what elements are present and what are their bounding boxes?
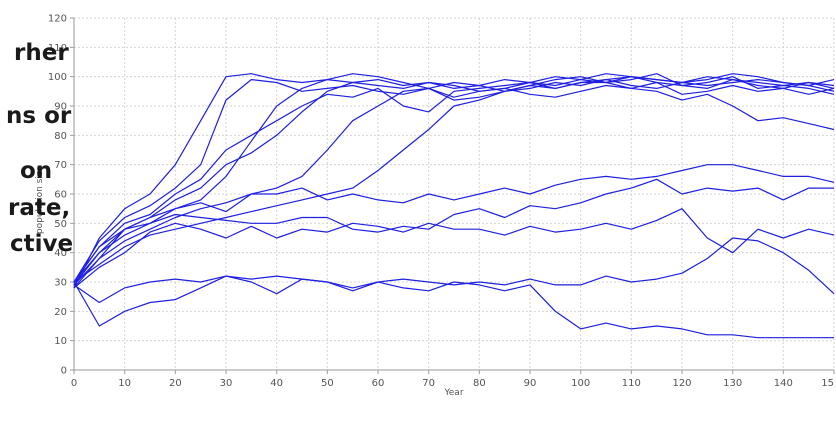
x-tick-label: 130: [723, 378, 742, 389]
x-tick-label: 15: [821, 378, 834, 389]
series-line-2: [73, 237, 835, 304]
series-line-4: [73, 178, 834, 283]
series-lines: [73, 73, 835, 339]
overlay-text-line-4: rate,: [8, 195, 71, 221]
y-axis-title: population size: [35, 165, 45, 234]
x-tick-label: 70: [422, 378, 435, 389]
y-tick-label: 10: [54, 336, 67, 347]
y-tick-label: 20: [54, 307, 67, 318]
series-line-1: [73, 275, 834, 339]
overlay-text-line-1: rher: [14, 40, 69, 66]
x-tick-label: 90: [524, 378, 537, 389]
y-tick-label: 90: [54, 102, 67, 113]
series-line-5: [73, 164, 835, 286]
x-tick-label: 0: [71, 378, 77, 389]
series-line-6: [73, 81, 835, 283]
series-line-9: [73, 73, 835, 286]
x-axis-title: Year: [443, 388, 463, 398]
x-tick-label: 50: [321, 378, 334, 389]
series-line-8: [73, 78, 835, 283]
y-tick-label: 70: [54, 160, 67, 171]
y-tick-labels: 0 10 20 30 40 50 60 70 80 90 100 110 120: [48, 14, 67, 377]
x-tick-label: 100: [571, 378, 590, 389]
overlay-text-line-5: ctive: [10, 231, 74, 257]
series-line-3: [73, 208, 835, 289]
y-tick-label: 110: [48, 43, 67, 54]
overlay-text-line-3: on: [20, 158, 53, 184]
overlay-text-line-2: ns or: [6, 103, 72, 129]
y-tick-label: 30: [54, 278, 67, 289]
series-line-7: [73, 73, 835, 289]
series-line-12: [73, 76, 835, 283]
y-tick-label: 120: [48, 14, 67, 25]
x-tick-label: 60: [372, 378, 385, 389]
x-tick-labels: 0 10 20 30 40 50 60 70 80 90 100 110 120 130 140 15: [71, 378, 834, 389]
series-line-10: [73, 73, 835, 283]
x-tick-label: 40: [270, 378, 283, 389]
x-tick-label: 110: [622, 378, 641, 389]
x-tick-label: 120: [672, 378, 691, 389]
x-tick-label: 10: [118, 378, 131, 389]
y-tick-label: 40: [54, 248, 67, 259]
y-tick-label: 80: [54, 131, 67, 142]
x-tick-label: 80: [473, 378, 486, 389]
x-tick-label: 20: [169, 378, 182, 389]
x-tick-label: 30: [220, 378, 233, 389]
y-tick-label: 0: [61, 366, 67, 377]
x-tick-label: 140: [774, 378, 793, 389]
axes: [70, 17, 835, 374]
y-tick-label: 50: [54, 219, 67, 230]
series-line-11: [73, 76, 835, 289]
y-tick-label: 60: [54, 190, 67, 201]
y-tick-label: 100: [48, 72, 67, 83]
